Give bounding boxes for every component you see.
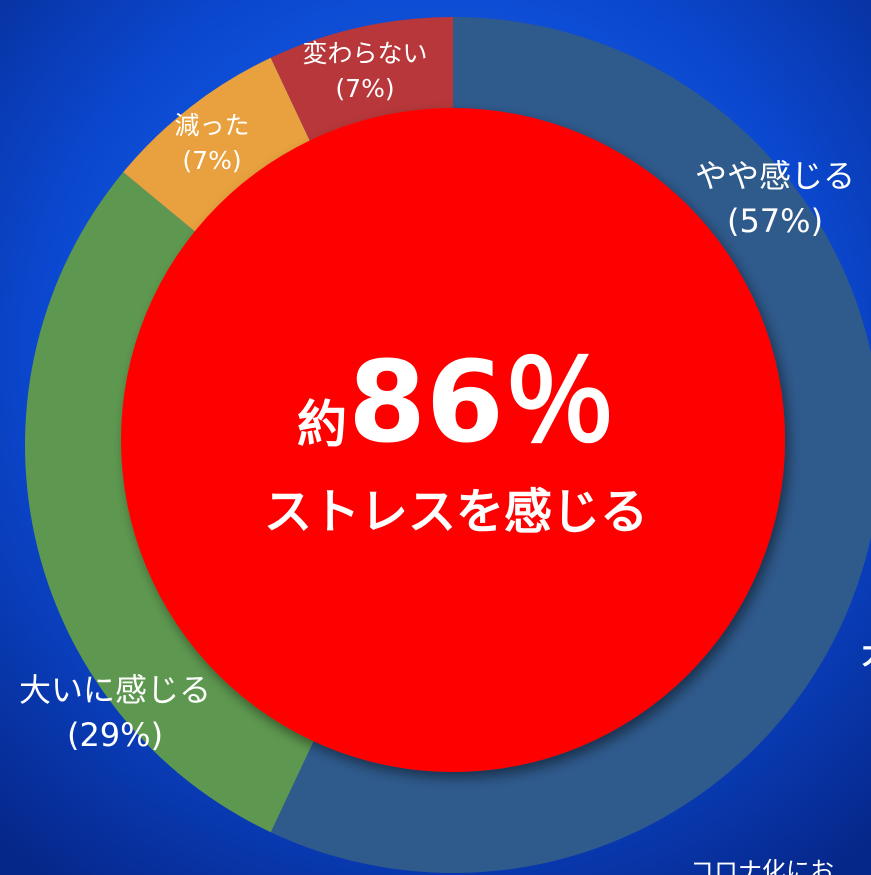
- background-text: コロナ化にお: [690, 857, 834, 875]
- slice-label: 変わらない: [302, 39, 427, 68]
- slice-label: 減った: [174, 111, 249, 140]
- slice-value-label: (7%): [335, 74, 394, 103]
- slice-value-label: (57%): [727, 202, 823, 240]
- slice-label: やや感じる: [695, 157, 855, 195]
- slice-label: 大いに感じる: [19, 671, 211, 709]
- center-caption: ストレスを感じる: [264, 484, 648, 540]
- center-prefix: 約: [297, 396, 347, 454]
- slice-value-label: (29%): [67, 716, 163, 754]
- center-circle: [121, 108, 785, 772]
- center-value: 86％: [348, 338, 616, 468]
- labels: やや感じる (57%) 大いに感じる (29%) 減った (7%) 変わらない (7%): [19, 39, 855, 754]
- background-text: 大: [862, 637, 871, 672]
- slice-value-label: (7%): [182, 146, 241, 175]
